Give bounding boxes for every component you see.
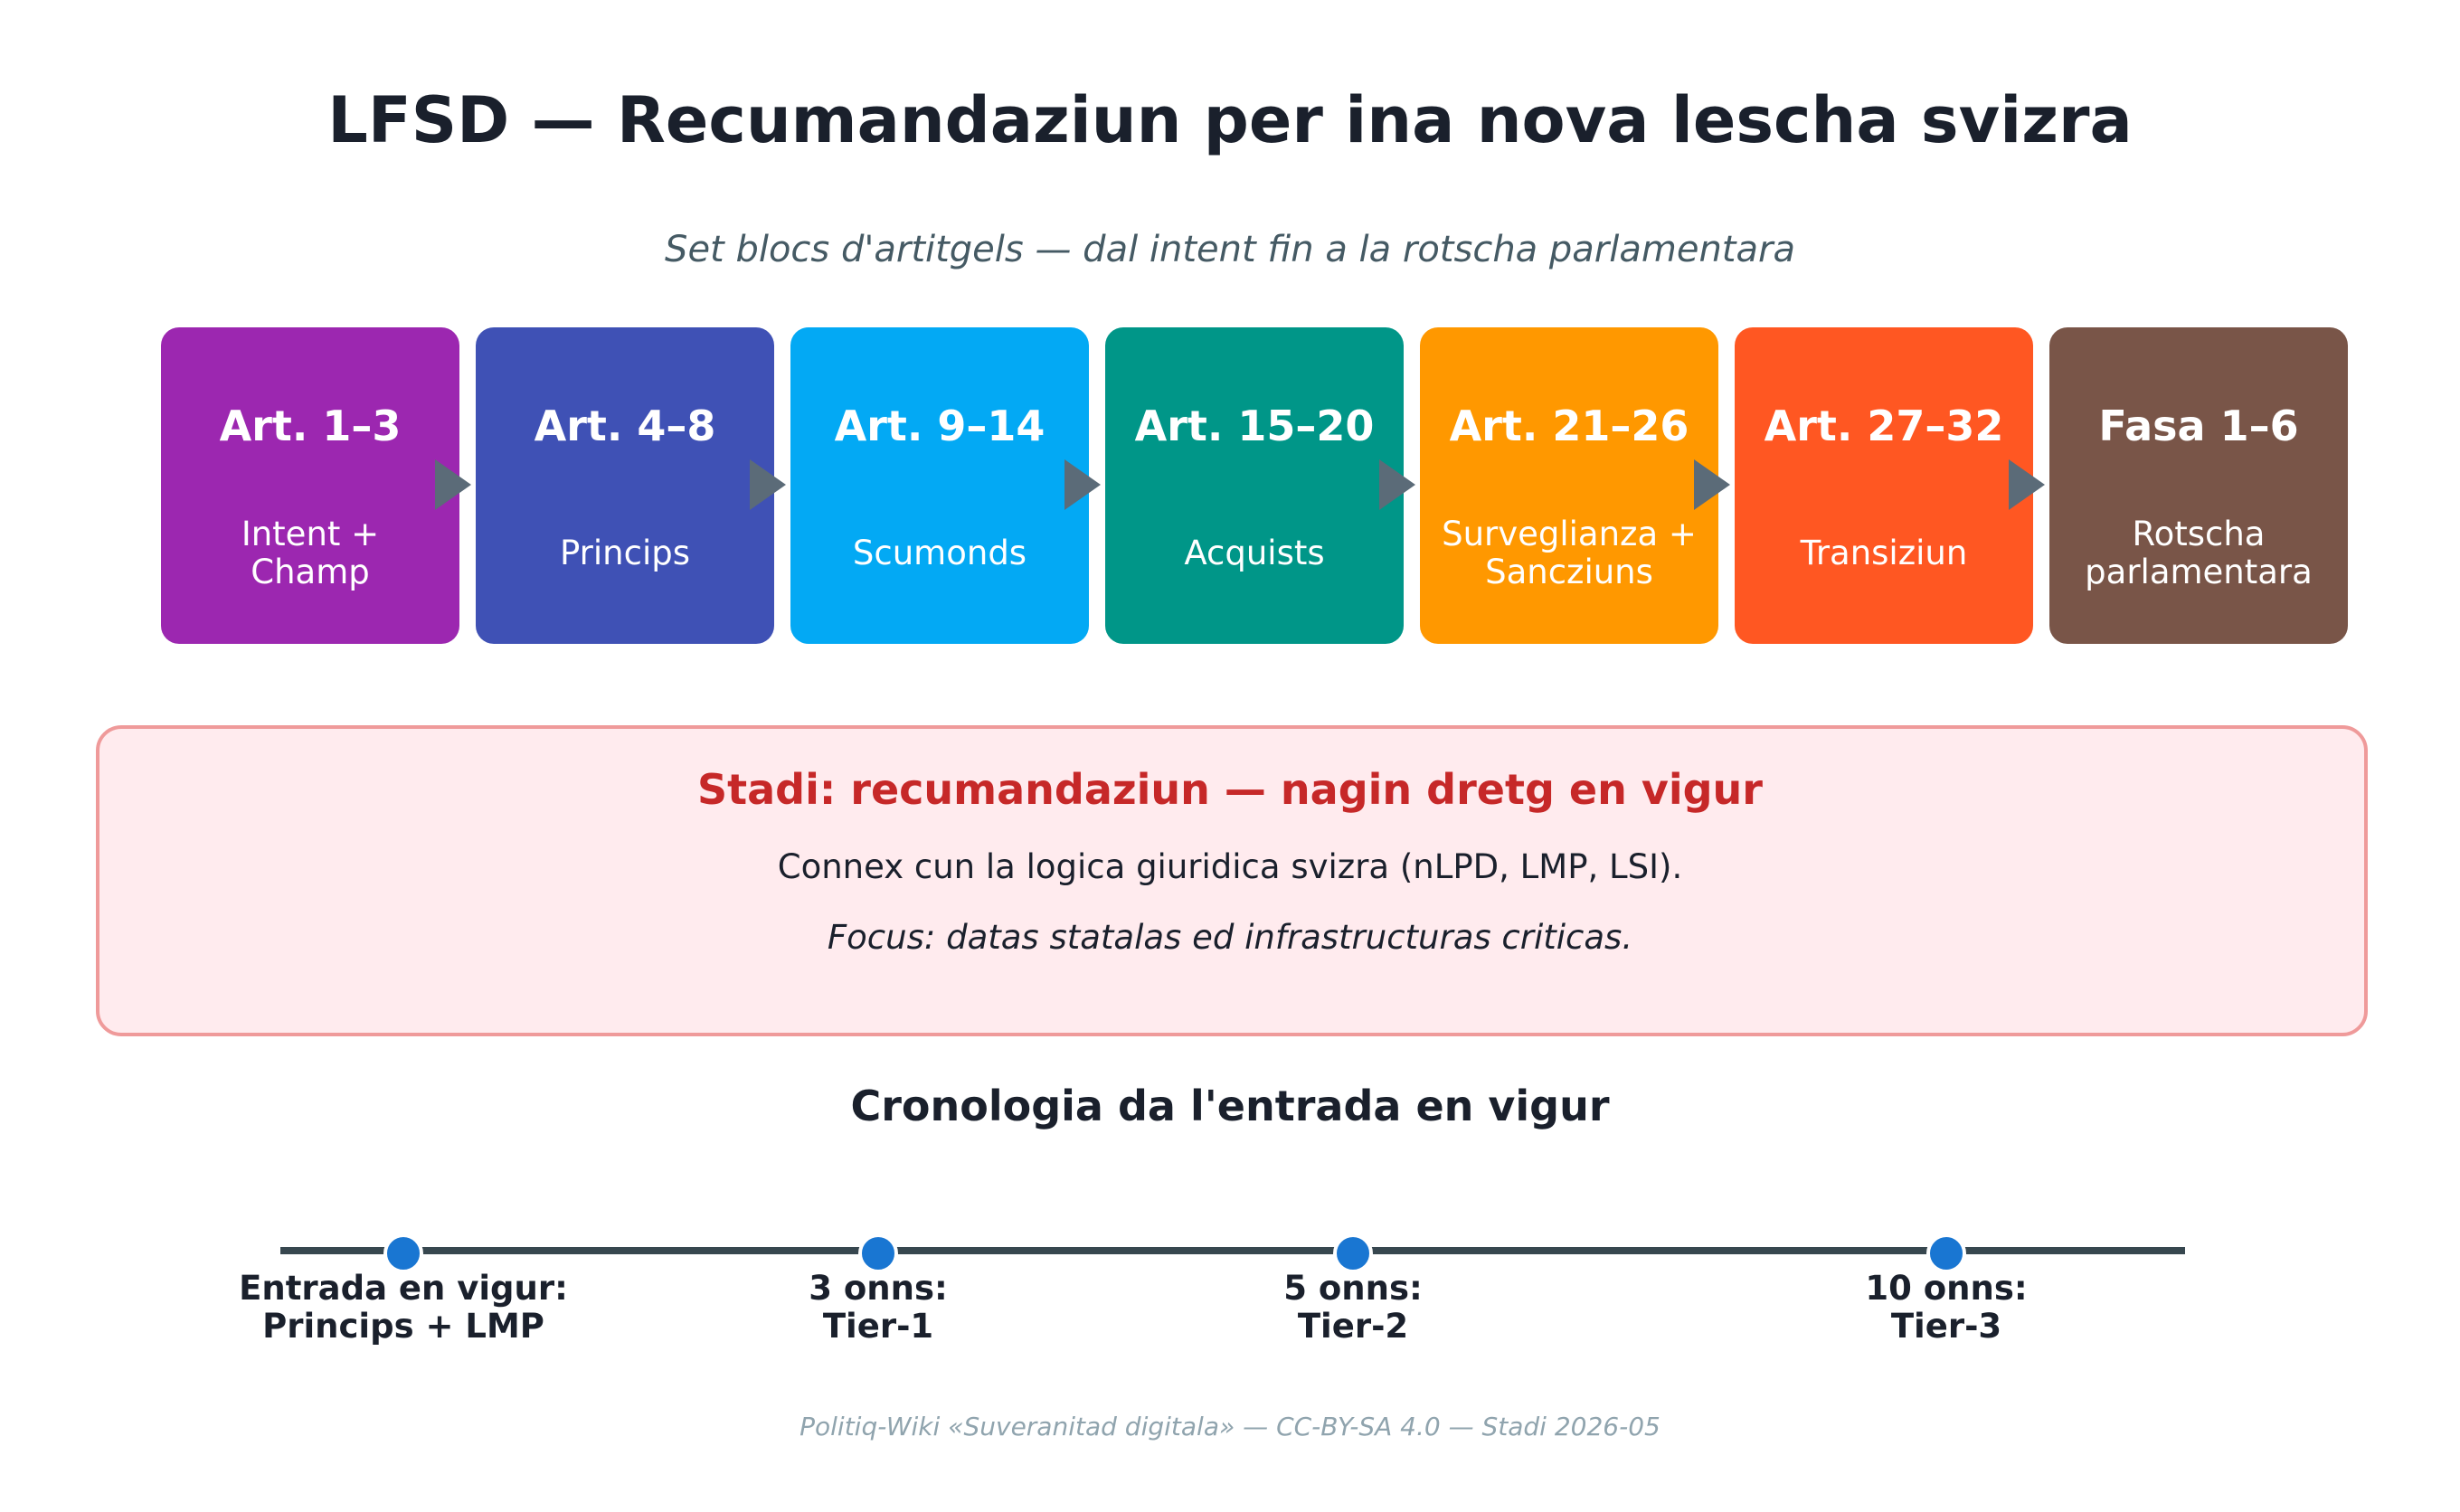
timeline-milestone-dot [1926,1233,1966,1273]
article-block-description: Acquists [1184,534,1325,572]
timeline-milestone-dot [858,1233,898,1273]
flow-arrow-icon [750,459,786,510]
footer-credit: Politiq-Wiki «Suveranitad digitala» — CC… [800,1412,1660,1441]
article-block-description: Intent + Champ [241,515,380,591]
article-block-6: Art. 27–32 Transiziun [1735,327,2033,644]
flow-arrow-icon [1694,459,1730,510]
article-block-description: Surveglianza + Sancziuns [1442,515,1697,591]
timeline-milestone-label: 5 onns: Tier-2 [1283,1269,1423,1346]
status-title: Stadi: recumandaziun — nagin dretg en vi… [697,765,1763,814]
article-block-title: Art. 4–8 [534,402,716,450]
flow-arrow-icon [2009,459,2045,510]
article-block-title: Art. 21–26 [1449,402,1689,450]
chronology-title: Cronologia da l'entrada en vigur [850,1082,1610,1130]
article-block-title: Art. 15–20 [1134,402,1375,450]
timeline-line [280,1247,2185,1254]
article-block-7: Fasa 1–6 Rotscha parlamentara [2049,327,2348,644]
page-title: LFSD — Recumandaziun per ina nova lescha… [327,83,2133,157]
article-block-1: Art. 1–3 Intent + Champ [161,327,459,644]
flow-arrow-icon [435,459,471,510]
article-block-description: Princips [560,534,690,572]
article-block-title: Art. 1–3 [219,402,402,450]
article-block-description: Scumonds [852,534,1027,572]
article-block-description: Transiziun [1800,534,1968,572]
article-block-title: Art. 9–14 [834,402,1046,450]
timeline-milestone-dot [1333,1233,1373,1273]
timeline-milestone-label: 3 onns: Tier-1 [809,1269,948,1346]
timeline-milestone-label: Entrada en vigur: Princips + LMP [239,1269,568,1346]
article-block-description: Rotscha parlamentara [2085,515,2313,591]
status-box [96,725,2368,1036]
timeline-milestone-dot [383,1233,423,1273]
flow-arrow-icon [1064,459,1101,510]
article-block-2: Art. 4–8 Princips [476,327,774,644]
article-block-title: Art. 27–32 [1764,402,2004,450]
flow-arrow-icon [1379,459,1415,510]
timeline-milestone-label: 10 onns: Tier-3 [1865,1269,2028,1346]
status-context-text: Connex cun la logica giuridica svizra (n… [777,847,1683,886]
article-block-3: Art. 9–14 Scumonds [790,327,1089,644]
article-block-5: Art. 21–26 Surveglianza + Sancziuns [1420,327,1718,644]
article-block-4: Art. 15–20 Acquists [1105,327,1404,644]
article-block-title: Fasa 1–6 [2098,402,2299,450]
status-focus-text: Focus: datas statalas ed infrastructuras… [827,918,1633,957]
page-subtitle: Set blocs d'artitgels — dal intent fin a… [665,229,1795,270]
